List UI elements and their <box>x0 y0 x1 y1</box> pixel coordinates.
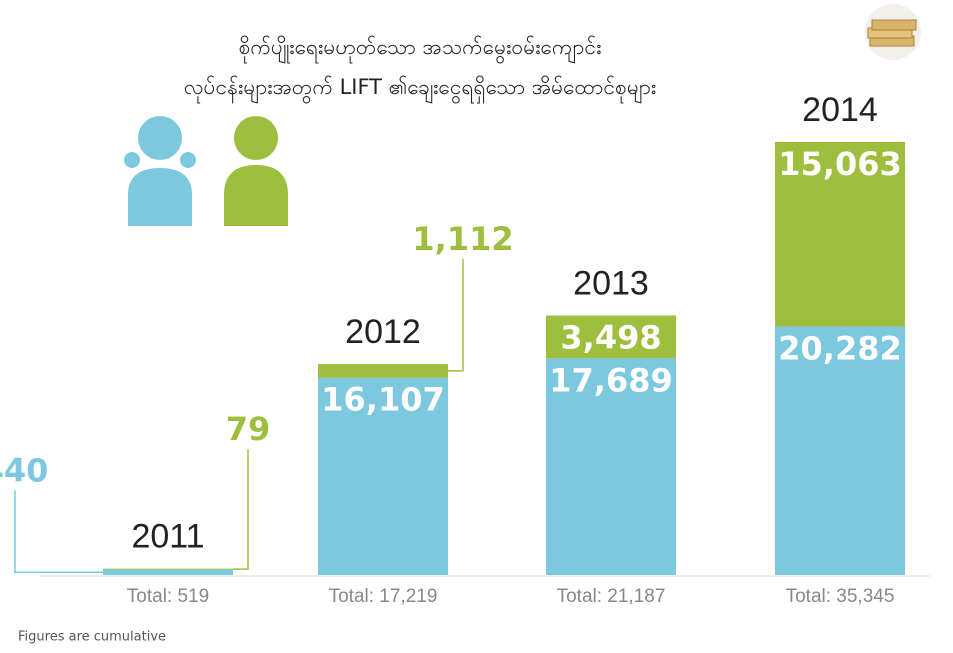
total-label: Total: 35,345 <box>786 586 895 607</box>
value-label: 79 <box>226 410 271 448</box>
value-label: 1,112 <box>412 220 513 258</box>
value-label: 17,689 <box>549 361 672 399</box>
bar-segment <box>546 358 676 575</box>
value-label: 16,107 <box>321 381 444 419</box>
year-label: 2012 <box>345 313 421 351</box>
year-label: 2013 <box>573 264 649 302</box>
value-label: 440 <box>0 451 48 489</box>
footnote: Figures are cumulative <box>18 630 166 645</box>
chart-title: လုပ်ငန်းများအတွက် LIFT ၏ချေးငွေရရှိသော အ… <box>184 74 656 105</box>
female-icon <box>124 116 196 226</box>
year-label: 2014 <box>802 91 878 129</box>
year-label: 2011 <box>131 518 204 556</box>
bar-segment <box>775 326 905 575</box>
bar-segment <box>103 569 233 575</box>
bar-segment <box>318 364 448 378</box>
total-label: Total: 21,187 <box>557 586 666 607</box>
total-label: Total: 519 <box>127 586 209 607</box>
value-label: 3,498 <box>560 318 661 356</box>
bar-segment <box>775 142 905 327</box>
bar-segment <box>103 568 233 570</box>
chart-title: စိုက်ပျိုးရေးမဟုတ်သော အသက်မွေးဝမ်းကျောင်… <box>239 34 602 65</box>
total-label: Total: 17,219 <box>329 586 438 607</box>
money-icon <box>865 4 921 60</box>
male-icon <box>224 116 288 226</box>
bar-segment <box>318 377 448 575</box>
bar-segment <box>546 315 676 359</box>
callout-line <box>14 490 103 574</box>
callout-line <box>448 258 464 372</box>
callout-line <box>233 449 249 570</box>
value-label: 20,282 <box>778 330 901 368</box>
value-label: 15,063 <box>778 145 901 183</box>
